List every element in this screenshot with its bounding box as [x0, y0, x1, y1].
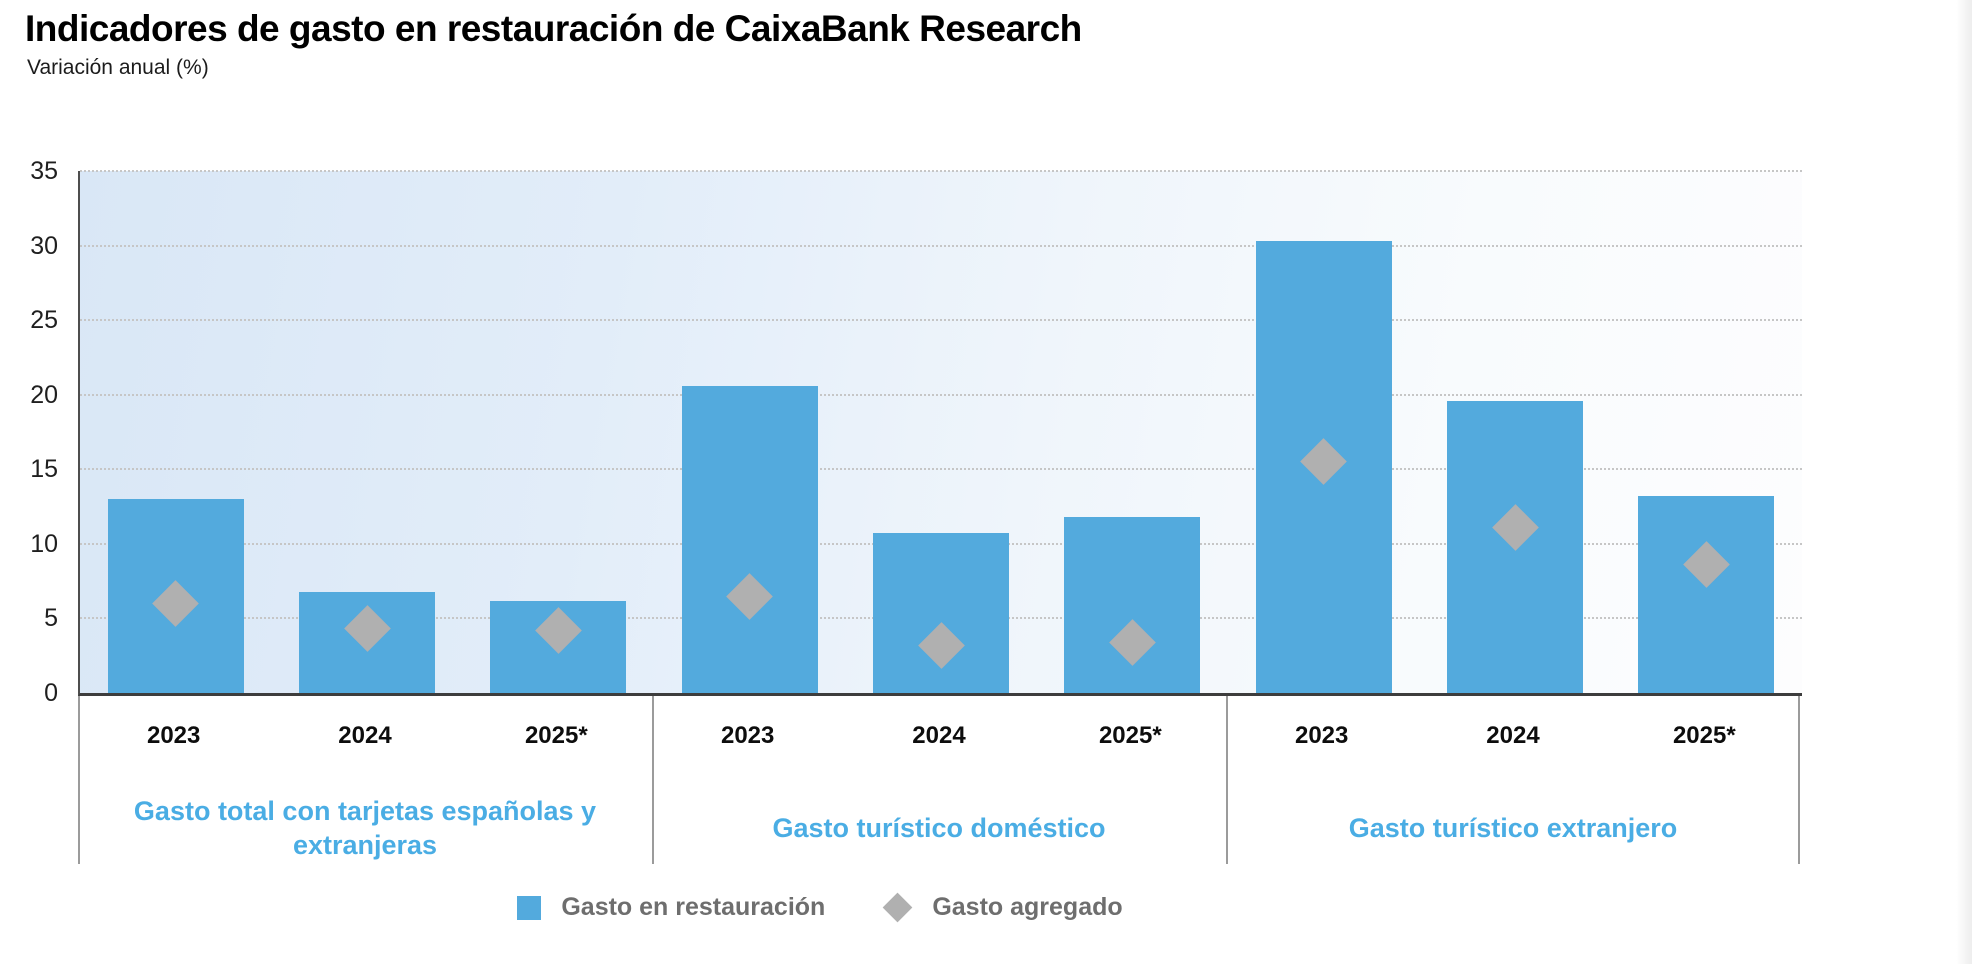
plot-area — [78, 170, 1802, 696]
group-separator — [78, 696, 80, 864]
bar-series-swatch-icon — [517, 895, 542, 920]
group-separator — [1798, 696, 1800, 864]
diamond-series-swatch-icon — [882, 892, 913, 923]
chart-subtitle: Variación anual (%) — [27, 56, 209, 79]
bar — [681, 385, 818, 693]
legend: Gasto en restauración Gasto agregado — [0, 892, 1640, 923]
y-tick-label: 30 — [30, 231, 58, 260]
bar — [1638, 496, 1775, 693]
year-label: 2025* — [1672, 722, 1736, 749]
group-label: Gasto turístico extranjero — [1348, 813, 1678, 844]
year-label: 2024 — [338, 722, 392, 749]
y-tick-label: 5 — [44, 604, 58, 633]
year-label: 2023 — [1294, 722, 1349, 749]
legend-item-agregado: Gasto agregado — [882, 892, 1123, 923]
y-tick-label: 10 — [30, 529, 58, 558]
year-label: 2025* — [524, 722, 588, 749]
group-label: Gasto total con tarjetas españolas y ext… — [133, 796, 597, 860]
year-label: 2024 — [1486, 722, 1540, 749]
y-axis: 0 5 10 15 20 25 30 35 — [0, 157, 62, 707]
gridline — [80, 244, 1802, 247]
group-label: Gasto turístico doméstico — [772, 813, 1106, 844]
year-label: 2023 — [720, 722, 775, 749]
legend-item-restauracion: Gasto en restauración — [517, 893, 825, 922]
gridline — [80, 319, 1802, 322]
page-right-edge-shadow — [1956, 0, 1972, 964]
year-label: 2025* — [1098, 722, 1162, 749]
group-separator — [652, 696, 654, 864]
x-axis-label-area: 2023 2024 2025* Gasto total con tarjetas es… — [78, 696, 1800, 866]
y-tick-label: 0 — [44, 679, 58, 707]
gridline — [80, 468, 1802, 471]
legend-label-restauracion: Gasto en restauración — [561, 893, 826, 921]
group-separator — [1226, 696, 1228, 864]
gridline — [80, 393, 1802, 396]
bar — [1064, 517, 1201, 693]
y-tick-label: 25 — [30, 306, 58, 335]
y-tick-label: 20 — [30, 380, 58, 409]
year-label: 2023 — [146, 722, 201, 749]
y-tick-label: 35 — [30, 157, 58, 185]
legend-label-agregado: Gasto agregado — [932, 893, 1123, 921]
y-tick-label: 15 — [30, 455, 58, 484]
chart-title: Indicadores de gasto en restauración de … — [25, 8, 1082, 49]
year-label: 2024 — [912, 722, 966, 749]
gridline — [80, 170, 1802, 172]
